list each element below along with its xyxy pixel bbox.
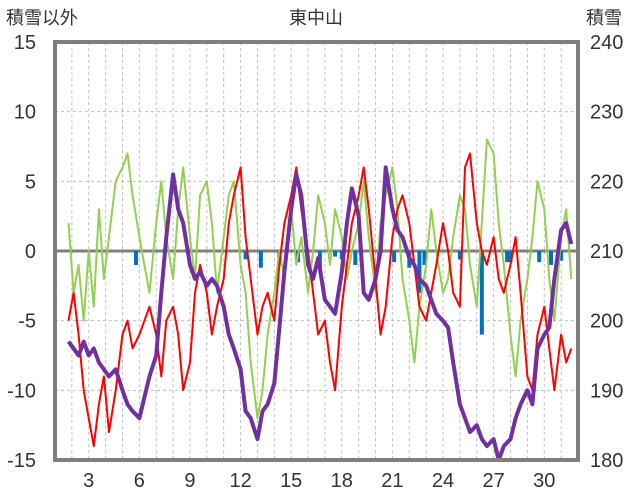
left-tick-label: -10	[7, 380, 36, 402]
left-tick-label: 10	[14, 102, 36, 124]
bar	[417, 251, 422, 293]
line-series	[67, 138, 573, 420]
bar	[258, 251, 263, 268]
x-tick-label: 21	[381, 470, 403, 492]
bar	[243, 251, 248, 260]
bar	[549, 251, 554, 265]
right-tick-label: 220	[590, 171, 623, 193]
right-tick-label: 180	[590, 450, 623, 472]
left-tick-label: 5	[25, 171, 36, 193]
tick-labels: 15 10 5 0 -5 -10 -15 240 230 220 210 200 190 180 3 6 9 12…	[7, 32, 623, 492]
bar	[537, 251, 542, 263]
left-tick-label: 0	[25, 241, 36, 263]
bar	[505, 251, 510, 263]
bar	[333, 251, 338, 257]
x-tick-label: 30	[533, 470, 555, 492]
bar	[559, 251, 564, 261]
right-tick-label: 230	[590, 102, 623, 124]
chart-title: 東中山	[289, 8, 343, 29]
bar-series	[133, 251, 564, 335]
bar	[353, 251, 358, 265]
right-tick-label: 210	[590, 241, 623, 263]
plot-frame	[53, 40, 580, 462]
bar	[479, 251, 484, 335]
right-axis-label: 積雪	[586, 8, 622, 29]
x-tick-label: 27	[483, 470, 505, 492]
bar	[422, 251, 427, 265]
line-series	[67, 152, 573, 448]
bar	[508, 251, 513, 263]
line-series	[66, 165, 574, 462]
bar	[133, 251, 138, 265]
bar	[392, 251, 397, 263]
line-series-group	[66, 138, 574, 462]
x-tick-label: 6	[134, 470, 145, 492]
x-tick-label: 15	[280, 470, 302, 492]
x-tick-label: 3	[83, 470, 94, 492]
right-tick-label: 190	[590, 380, 623, 402]
left-axis-label: 積雪以外	[6, 8, 78, 29]
x-tick-label: 24	[432, 470, 454, 492]
x-tick-label: 9	[184, 470, 195, 492]
right-tick-label: 200	[590, 311, 623, 333]
bar	[457, 251, 462, 260]
left-tick-label: 15	[14, 32, 36, 54]
right-tick-label: 240	[590, 32, 623, 54]
left-tick-label: -15	[7, 450, 36, 472]
x-tick-label: 18	[331, 470, 353, 492]
grid-lines	[54, 41, 579, 461]
left-tick-label: -5	[18, 311, 36, 333]
x-tick-label: 12	[229, 470, 251, 492]
